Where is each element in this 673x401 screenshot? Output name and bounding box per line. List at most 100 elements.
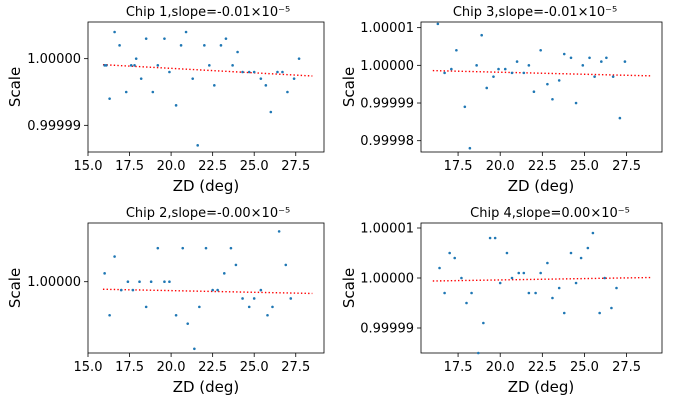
data-points (103, 30, 301, 147)
data-point (196, 144, 199, 147)
data-point (574, 281, 578, 285)
data-point (498, 281, 502, 285)
data-point (475, 64, 478, 67)
plot-frame (420, 222, 663, 354)
data-point (443, 71, 446, 75)
data-point (480, 33, 483, 37)
data-point (184, 30, 188, 34)
data-point (134, 57, 138, 60)
panel-title: Chip 4,slope=0.00×10⁻⁵ (470, 206, 630, 221)
data-point (562, 52, 566, 56)
data-point (522, 271, 526, 275)
data-point (276, 70, 279, 74)
x-tick-label: 17.5 (444, 159, 473, 174)
data-point (126, 280, 130, 284)
x-axis-label: ZD (deg) (508, 177, 575, 195)
y-tick-label: 0.99999 (27, 119, 81, 134)
data-point (510, 276, 514, 280)
data-point (113, 30, 116, 34)
data-point (119, 288, 123, 292)
data-point (460, 276, 463, 280)
data-point (557, 79, 561, 82)
data-point (163, 37, 166, 40)
y-tick-label: 1.00000 (27, 275, 81, 290)
data-point (470, 291, 473, 295)
data-point (174, 313, 178, 317)
x-tick-label: 27.5 (281, 159, 310, 174)
data-point (539, 271, 542, 275)
x-tick-label: 20.0 (157, 360, 186, 375)
y-axis-label: Scale (6, 67, 24, 107)
data-point (569, 56, 573, 60)
data-point (118, 44, 121, 47)
data-point (477, 351, 480, 355)
data-point (168, 70, 171, 74)
data-point (618, 116, 622, 120)
x-tick-label: 27.5 (281, 360, 310, 375)
panel-chip-3: Chip 3,slope=-0.01×10⁻⁵ 17.5 20.0 22.5 25.0… (340, 5, 663, 195)
data-point (593, 75, 596, 78)
data-point (527, 291, 531, 295)
x-tick-label: 20.0 (157, 159, 186, 174)
data-point (266, 313, 269, 317)
x-tick-label: 25.0 (570, 159, 599, 174)
x-ticks: 17.5 20.0 22.5 25.0 27.5 (444, 353, 641, 375)
data-points (436, 22, 627, 150)
data-point (259, 288, 263, 292)
data-point (252, 297, 256, 300)
data-point (271, 305, 274, 309)
data-point (623, 60, 627, 63)
data-point (139, 77, 143, 80)
data-point (186, 322, 190, 325)
data-point (557, 286, 561, 290)
panel-chip-4: Chip 4,slope=0.00×10⁻⁵ 17.5 20.0 22.5 25.0 2… (340, 206, 663, 396)
data-point (108, 313, 111, 317)
x-tick-label: 20.0 (486, 159, 515, 174)
data-point (579, 256, 583, 260)
plot-frame (420, 21, 663, 153)
data-point (611, 75, 615, 78)
x-tick-label: 20.0 (486, 360, 515, 375)
data-point (156, 246, 160, 250)
y-axis-label: Scale (340, 67, 358, 107)
data-point (463, 105, 467, 109)
data-point (149, 280, 153, 284)
data-point (281, 70, 284, 74)
x-tick-label: 25.0 (570, 360, 599, 375)
data-point (269, 110, 273, 114)
data-point (522, 71, 526, 75)
data-point (216, 288, 219, 292)
data-point (198, 305, 201, 309)
x-tick-label: 27.5 (612, 159, 641, 174)
x-ticks: 15.0 17.5 20.0 22.5 25.0 27.5 (74, 353, 310, 375)
x-tick-label: 15.0 (74, 360, 103, 375)
fit-line (432, 69, 652, 77)
data-point (539, 48, 542, 52)
data-point (211, 288, 214, 292)
data-point (277, 230, 281, 233)
data-point (574, 101, 578, 105)
data-point (252, 70, 256, 74)
y-tick-label: 1.00001 (360, 222, 414, 237)
panel-chip-1: Chip 1,slope=-0.01×10⁻⁵ 15.0 17.5 20.0 22.5… (6, 5, 325, 195)
data-point (517, 271, 521, 275)
x-axis-label: ZD (deg) (173, 177, 240, 195)
data-points (103, 230, 293, 351)
data-point (436, 22, 440, 26)
data-point (208, 64, 211, 67)
data-point (213, 84, 216, 87)
data-point (292, 77, 296, 80)
data-point (455, 48, 458, 52)
data-point (598, 311, 601, 315)
data-point (493, 236, 497, 240)
data-point (515, 60, 519, 63)
y-ticks: 1.00000 (27, 275, 88, 290)
data-point (247, 305, 251, 309)
y-tick-label: 0.99998 (360, 134, 414, 149)
data-point (453, 256, 457, 260)
data-point (534, 291, 537, 295)
data-point (131, 288, 135, 292)
data-point (503, 67, 507, 71)
plot-frame (87, 21, 325, 153)
